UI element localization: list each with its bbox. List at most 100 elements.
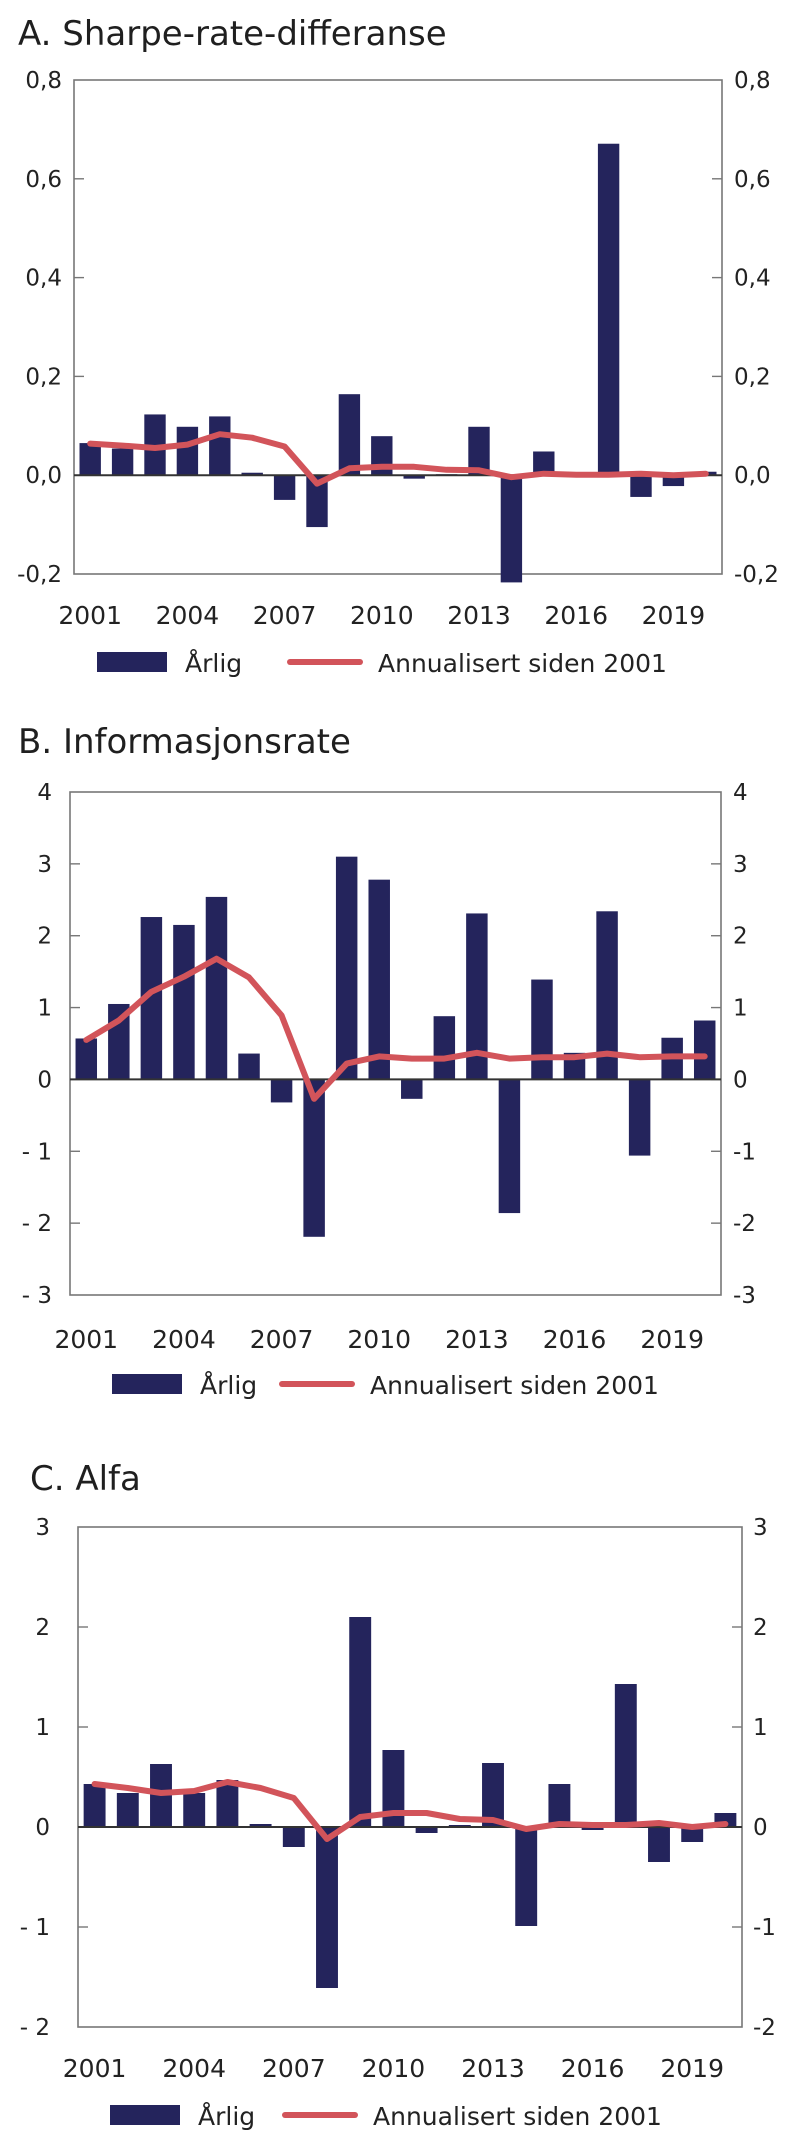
panel-a-bar-2004 [176, 426, 199, 476]
panel-a-legend-line-label: Annualisert siden 2001 [378, 649, 667, 678]
panel-b-bar-2017 [596, 911, 618, 1080]
panel-a-bar-2006 [241, 472, 263, 476]
panel-c-bar-2017 [614, 1684, 637, 1827]
panel-b-xtick-label: 2010 [347, 1325, 411, 1354]
panel-b-bar-2011 [401, 1079, 423, 1099]
panel-c-legend-line-label: Annualisert siden 2001 [373, 2102, 662, 2131]
panel-a-bar-2003 [144, 414, 166, 476]
panel-b-bar-2004 [173, 924, 195, 1080]
panel-a-xtick-label: 2019 [642, 601, 706, 630]
panel-b-bar-2010 [368, 879, 390, 1080]
panel-a-annualized-line [87, 431, 709, 487]
panel-b-ytick-label-right: 0 [733, 1067, 748, 1093]
panel-a-ytick-label-right: 0,4 [734, 266, 771, 292]
panel-b-bar-2001 [75, 1038, 98, 1080]
panel-c-annualized-line [91, 1779, 729, 1842]
panel-c-bar-2007 [282, 1827, 305, 1847]
panel-c-ytick-label-left: 1 [35, 1715, 50, 1741]
panel-c-bar-2015 [548, 1784, 571, 1827]
panel-b-xtick-label: 2013 [445, 1325, 509, 1354]
panel-b-ytick-label-right: 2 [733, 924, 748, 950]
panel-b-xtick-label: 2019 [640, 1325, 704, 1354]
panel-c-title: C. Alfa [30, 1459, 141, 1499]
panel-c-frame [77, 1526, 743, 2028]
panel-b-ytick-label-left: - 2 [22, 1211, 52, 1237]
panel-a-legend: Årlig Annualisert siden 2001 [97, 649, 667, 678]
panel-a-ytick-label-left: 0,0 [25, 463, 62, 489]
panel-a-ytick-label-right: 0,2 [734, 364, 771, 390]
panel-c: C. Alfa - 2 -2 - 1 -1 0 0 1 1 2 2 3 3 2001 2004 2007 20… [20, 1459, 776, 2131]
panel-c-bar-2011 [415, 1827, 438, 1833]
panel-a-ytick-label-left: 0,6 [25, 167, 62, 193]
panel-b-ytick-label-right: -1 [733, 1139, 756, 1165]
panel-c-ytick-label-left: - 1 [20, 1915, 50, 1941]
panel-c-ytick-label-right: -1 [753, 1915, 776, 1941]
panel-b-bar-2005 [205, 896, 228, 1080]
panel-c-ytick-label-left: 2 [35, 1615, 50, 1641]
panel-a-ytick-label-left: 0,8 [25, 68, 62, 94]
panel-c-ytick-label-right: 0 [753, 1815, 768, 1841]
panel-a-title: A. Sharpe-rate-differanse [18, 14, 447, 54]
panel-b-bar-2006 [238, 1053, 260, 1080]
panel-c-bar-2001 [83, 1784, 106, 1827]
panel-c-ytick-label-left: 3 [35, 1515, 50, 1541]
panel-a-ytick-label-left: -0,2 [17, 562, 62, 588]
panel-b-ytick-label-left: - 1 [22, 1139, 52, 1165]
panel-c-legend: Årlig Annualisert siden 2001 [110, 2102, 662, 2131]
panel-a-ytick-label-right: 0,8 [734, 68, 771, 94]
panel-a-xtick-label: 2001 [58, 601, 122, 630]
panel-c-bar-2002 [116, 1793, 139, 1827]
panel-c-bar-2008 [316, 1827, 338, 1988]
panel-b-bar-2009 [335, 856, 358, 1080]
panel-c-bar-2005 [216, 1780, 239, 1827]
panel-c-ytick-label-right: -2 [753, 2015, 776, 2041]
panel-a-bar-2009 [338, 394, 361, 476]
panel-a-bar-2015 [533, 451, 555, 476]
panel-c-legend-bar-label: Årlig [198, 2102, 255, 2131]
panel-b-bar-2013 [466, 913, 488, 1080]
panel-b-legend-bar-label: Årlig [200, 1371, 257, 1400]
panel-c-bar-2018 [648, 1827, 670, 1862]
panel-a-bar-2002 [111, 448, 134, 476]
panel-a-xtick-label: 2004 [156, 601, 220, 630]
panel-b-ytick-label-left: - 3 [22, 1283, 52, 1309]
panel-a-xtick-label: 2007 [253, 601, 317, 630]
panel-c-ytick-label-right: 2 [753, 1615, 768, 1641]
panel-a-bar-2014 [500, 475, 523, 583]
panel-c-ytick-label-right: 1 [753, 1715, 768, 1741]
panel-a-ytick-label-right: -0,2 [734, 562, 779, 588]
panel-c-xtick-label: 2007 [262, 2054, 326, 2083]
panel-b-legend: Årlig Annualisert siden 2001 [112, 1371, 659, 1400]
panel-a-ytick-label-right: 0,0 [734, 463, 771, 489]
panel-a-bar-2007 [273, 475, 296, 500]
panel-a-bar-2008 [306, 475, 328, 528]
panel-a-bar-2011 [403, 475, 425, 479]
panel-b-bar-2007 [270, 1079, 293, 1103]
panel-b-ytick-label-left: 2 [37, 924, 52, 950]
panel-b-ytick-label-right: 1 [733, 996, 748, 1022]
panel-b-bar-2003 [140, 917, 163, 1080]
panel-c-ytick-label-left: - 2 [20, 2015, 50, 2041]
panel-a: A. Sharpe-rate-differanse -0,2 -0,2 0,0 0,0… [17, 14, 779, 678]
panel-a-legend-bar-swatch [97, 652, 167, 672]
panel-c-xtick-label: 2001 [63, 2054, 127, 2083]
panel-c-bar-2009 [349, 1617, 372, 1827]
panel-b-ytick-label-left: 1 [37, 996, 52, 1022]
panel-c-ytick-label-right: 3 [753, 1515, 768, 1541]
panel-b-ytick-label-right: 4 [733, 780, 748, 806]
panel-c-bar-2014 [515, 1827, 538, 1926]
panel-a-xtick-label: 2016 [544, 601, 608, 630]
panel-a-xtick-label: 2013 [447, 601, 511, 630]
panel-c-bar-2006 [249, 1824, 272, 1827]
panel-a-bar-2017 [597, 143, 620, 476]
panel-c-legend-bar-swatch [110, 2105, 180, 2125]
panel-c-ytick-label-left: 0 [35, 1815, 50, 1841]
panel-b-bar-2008 [303, 1079, 325, 1237]
panel-b-ytick-label-left: 0 [37, 1067, 52, 1093]
panel-c-bar-2019 [681, 1827, 704, 1842]
panel-a-bar-2019 [662, 475, 685, 487]
panel-c-bar-2004 [183, 1793, 206, 1827]
panel-c-xtick-label: 2013 [461, 2054, 525, 2083]
panel-a-xtick-label: 2010 [350, 601, 414, 630]
